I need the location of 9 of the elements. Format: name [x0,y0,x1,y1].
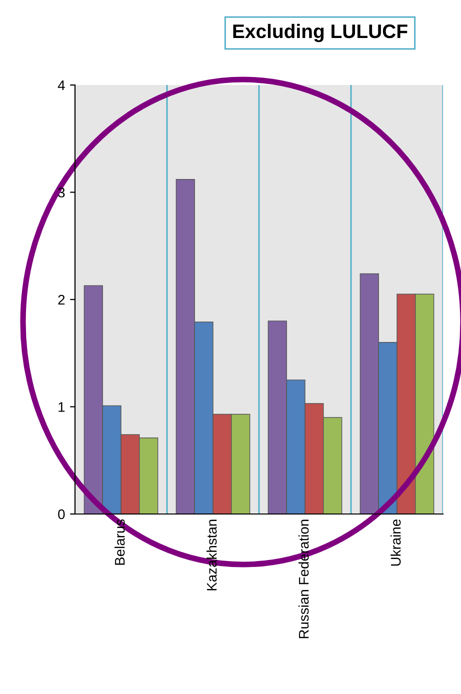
y-tick-label: 0 [58,509,65,520]
chart-title: Excluding LULUCF [233,24,408,42]
y-tick-label: 2 [58,294,65,305]
x-tick-label: Russian Federation [298,520,309,638]
y-tick-label: 4 [58,80,65,90]
x-tick-label: Kazakhstan [206,520,217,590]
x-tick-label: Ukraine [390,519,401,566]
y-tick-label: 1 [58,402,65,412]
x-tick-label: Belarus [114,519,125,565]
